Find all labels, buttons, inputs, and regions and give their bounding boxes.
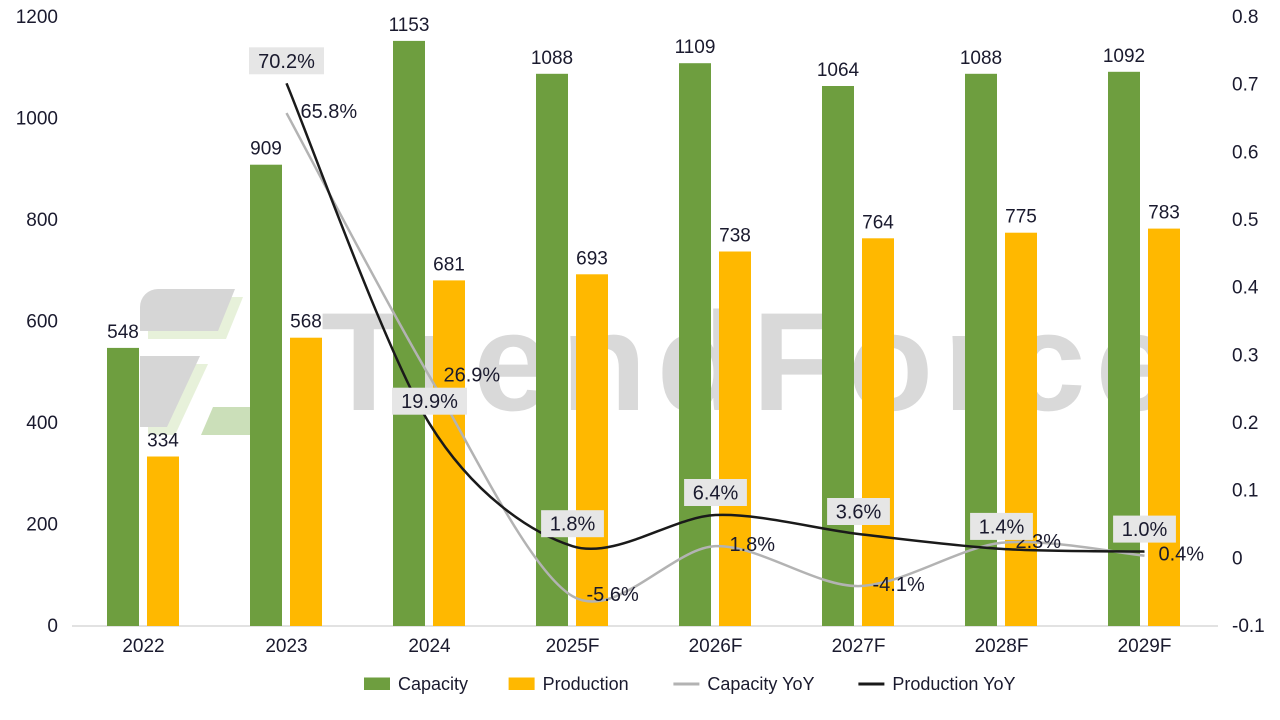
svg-text:-0.1: -0.1 (1232, 616, 1265, 637)
svg-text:Production YoY: Production YoY (892, 674, 1015, 694)
svg-text:0.6: 0.6 (1232, 142, 1258, 163)
svg-text:2028F: 2028F (975, 636, 1029, 657)
svg-text:909: 909 (250, 139, 282, 160)
svg-text:548: 548 (107, 322, 139, 343)
svg-text:0.4%: 0.4% (1159, 544, 1205, 566)
svg-text:1000: 1000 (16, 109, 58, 130)
svg-text:0.7: 0.7 (1232, 75, 1258, 96)
svg-text:26.9%: 26.9% (444, 364, 501, 386)
svg-text:0.2: 0.2 (1232, 413, 1258, 434)
svg-text:2029F: 2029F (1118, 636, 1172, 657)
svg-text:70.2%: 70.2% (258, 51, 315, 73)
svg-text:738: 738 (719, 226, 751, 247)
svg-text:1200: 1200 (16, 7, 58, 28)
svg-text:2022: 2022 (122, 636, 164, 657)
svg-text:3.6%: 3.6% (836, 502, 882, 524)
svg-text:681: 681 (433, 254, 465, 275)
svg-text:200: 200 (26, 515, 58, 536)
svg-text:0.8: 0.8 (1232, 7, 1258, 28)
svg-text:775: 775 (1005, 207, 1037, 228)
svg-text:0.4: 0.4 (1232, 278, 1259, 299)
svg-text:800: 800 (26, 210, 58, 231)
svg-text:6.4%: 6.4% (693, 483, 739, 505)
svg-text:-5.6%: -5.6% (587, 584, 639, 606)
svg-text:2026F: 2026F (689, 636, 743, 657)
svg-text:Capacity: Capacity (398, 674, 468, 694)
svg-text:0: 0 (47, 616, 58, 637)
svg-text:693: 693 (576, 248, 608, 269)
svg-text:1109: 1109 (675, 37, 716, 58)
svg-text:2024: 2024 (408, 636, 451, 657)
svg-text:334: 334 (147, 431, 179, 452)
svg-text:0.3: 0.3 (1232, 345, 1258, 366)
svg-text:2025F: 2025F (546, 636, 600, 657)
svg-text:Production: Production (543, 674, 629, 694)
svg-text:0.5: 0.5 (1232, 210, 1258, 231)
svg-text:0.1: 0.1 (1232, 481, 1258, 502)
svg-text:-4.1%: -4.1% (873, 574, 925, 596)
svg-text:1064: 1064 (817, 60, 860, 81)
svg-text:783: 783 (1148, 203, 1180, 224)
svg-text:Capacity YoY: Capacity YoY (707, 674, 814, 694)
svg-text:65.8%: 65.8% (301, 101, 358, 123)
svg-text:600: 600 (26, 312, 58, 333)
svg-text:1088: 1088 (960, 48, 1002, 69)
svg-text:2027F: 2027F (832, 636, 886, 657)
svg-text:568: 568 (290, 312, 322, 333)
svg-text:764: 764 (862, 212, 894, 233)
svg-text:2023: 2023 (265, 636, 307, 657)
svg-text:1153: 1153 (389, 15, 430, 36)
svg-text:1.8%: 1.8% (730, 534, 776, 556)
svg-text:1088: 1088 (531, 48, 573, 69)
svg-text:19.9%: 19.9% (401, 391, 458, 413)
svg-text:1092: 1092 (1103, 46, 1145, 67)
svg-text:0: 0 (1232, 548, 1243, 569)
svg-text:400: 400 (26, 413, 58, 434)
svg-text:1.0%: 1.0% (1122, 519, 1168, 541)
svg-text:1.4%: 1.4% (979, 516, 1025, 538)
svg-text:1.8%: 1.8% (550, 514, 596, 536)
